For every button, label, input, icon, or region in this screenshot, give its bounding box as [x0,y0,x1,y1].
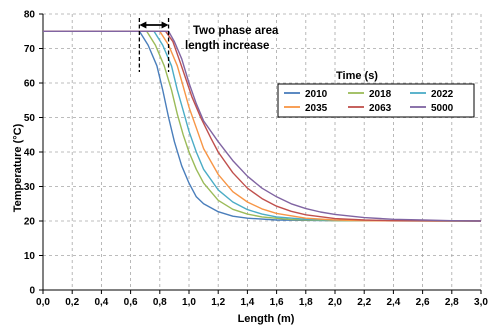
y-axis-label: Temperature (°C) [12,123,24,212]
x-axis-label: Length (m) [238,313,295,325]
annotation-text-line1: Two phase area [193,25,279,37]
legend-label-2018: 2018 [369,89,392,100]
gridlines [43,13,482,290]
y-tick-label: 10 [24,251,36,262]
y-tick-label: 20 [24,217,36,228]
x-tick-label: 1,6 [270,297,284,308]
legend-label-5000: 5000 [431,103,454,114]
y-tick-label: 30 [24,182,36,193]
legend: 2010 2018 2022 2035 2063 5000 [277,83,475,118]
y-tick-label: 60 [24,79,36,90]
x-tick-label: 0,4 [94,297,108,308]
two-phase-annotation: Two phase area length increase [138,18,279,72]
legend-label-2035: 2035 [305,103,328,114]
x-tick-label: 1,4 [240,297,254,308]
annotation-arrowhead-left [139,21,147,29]
y-tick-label: 70 [24,44,36,55]
x-tick-label: 0,8 [153,297,167,308]
x-tick-label: 0,6 [124,297,138,308]
y-tick-label: 50 [24,113,36,124]
series-line-2018 [43,30,482,222]
axes [39,13,482,294]
series-line-5000 [43,30,482,222]
x-tick-label: 1,8 [299,297,313,308]
y-tick-label: 40 [24,148,36,159]
x-tick-label: 2,8 [445,297,459,308]
series-line-2010 [43,30,482,222]
annotation-arrowhead-right [161,21,169,29]
legend-title: Time (s) [336,70,378,82]
x-tick-label: 0,0 [36,297,50,308]
x-tick-label: 3,0 [474,297,488,308]
y-tick-label: 0 [29,286,35,297]
x-tick-label: 2,6 [416,297,430,308]
series-lines [43,30,482,222]
x-tick-labels: 0,0 0,2 0,4 0,6 0,8 1,0 1,2 1,4 1,6 1,8 2,0 2,2 2,4 2… [36,297,488,308]
x-tick-label: 2,2 [357,297,371,308]
series-line-2063 [43,30,482,222]
series-line-2035 [43,30,482,222]
legend-label-2010: 2010 [305,89,328,100]
x-tick-label: 2,0 [328,297,342,308]
annotation-text-line2: length increase [185,40,269,52]
y-tick-labels: 0 10 20 30 40 50 60 70 80 [24,10,36,297]
series-line-2022 [43,30,482,222]
legend-label-2022: 2022 [431,89,454,100]
x-tick-label: 0,2 [65,297,79,308]
y-tick-label: 80 [24,10,36,21]
legend-box [277,83,475,118]
x-tick-label: 2,4 [386,297,400,308]
legend-label-2063: 2063 [369,103,392,114]
x-tick-label: 1,0 [182,297,196,308]
x-tick-label: 1,2 [211,297,225,308]
